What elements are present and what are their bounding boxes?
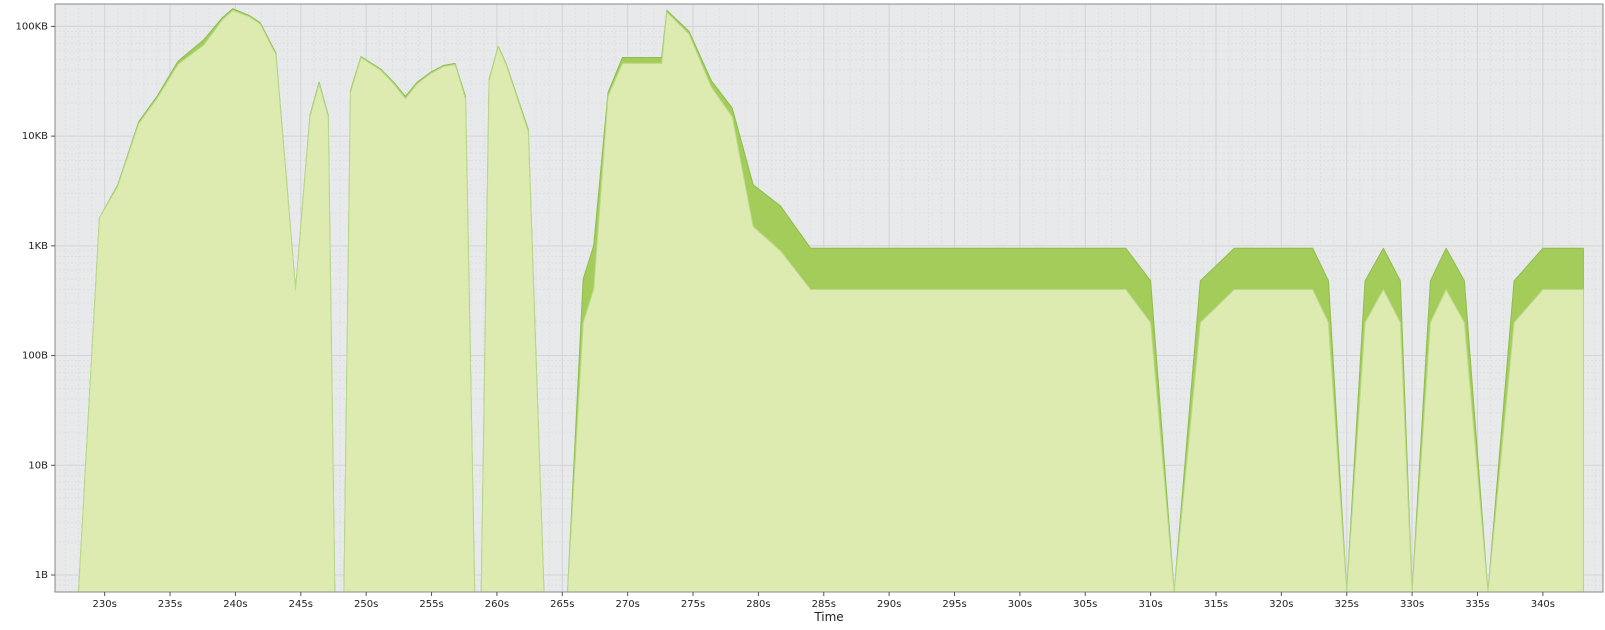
x-tick-label: 245s <box>289 599 313 610</box>
plot-border <box>54 3 1604 593</box>
x-tick-label: 240s <box>223 599 247 610</box>
x-tick-label: 305s <box>1073 599 1097 610</box>
x-tick-label: 315s <box>1204 599 1228 610</box>
x-axis: 230s 235s 240s 245s 250s 255s 260s 265s 270s 275s… <box>93 592 1555 610</box>
x-tick-label: 340s <box>1531 599 1555 610</box>
y-tick-label: 1KB <box>28 241 48 252</box>
y-tick-label: 100B <box>22 351 48 362</box>
x-tick-label: 255s <box>419 599 443 610</box>
y-tick-label: 100KB <box>15 21 48 32</box>
x-axis-title: Time <box>813 610 843 624</box>
x-tick-label: 290s <box>877 599 901 610</box>
y-axis: 1B 10B 100B 1KB 10KB 100KB <box>15 21 55 581</box>
x-tick-label: 300s <box>1008 599 1032 610</box>
y-tick-label: 10B <box>28 460 48 471</box>
x-tick-label: 330s <box>1400 599 1424 610</box>
x-tick-label: 280s <box>746 599 770 610</box>
x-tick-label: 270s <box>616 599 640 610</box>
y-tick-label: 1B <box>35 570 48 581</box>
x-tick-label: 265s <box>550 599 574 610</box>
x-tick-label: 250s <box>354 599 378 610</box>
y-tick-label: 10KB <box>22 131 48 142</box>
x-tick-label: 335s <box>1465 599 1489 610</box>
x-tick-label: 260s <box>485 599 509 610</box>
x-tick-label: 295s <box>942 599 966 610</box>
x-tick-label: 230s <box>93 599 117 610</box>
x-tick-label: 235s <box>158 599 182 610</box>
x-tick-label: 325s <box>1335 599 1359 610</box>
x-tick-label: 285s <box>812 599 836 610</box>
x-tick-label: 275s <box>681 599 705 610</box>
x-tick-label: 310s <box>1138 599 1162 610</box>
x-tick-label: 320s <box>1269 599 1293 610</box>
